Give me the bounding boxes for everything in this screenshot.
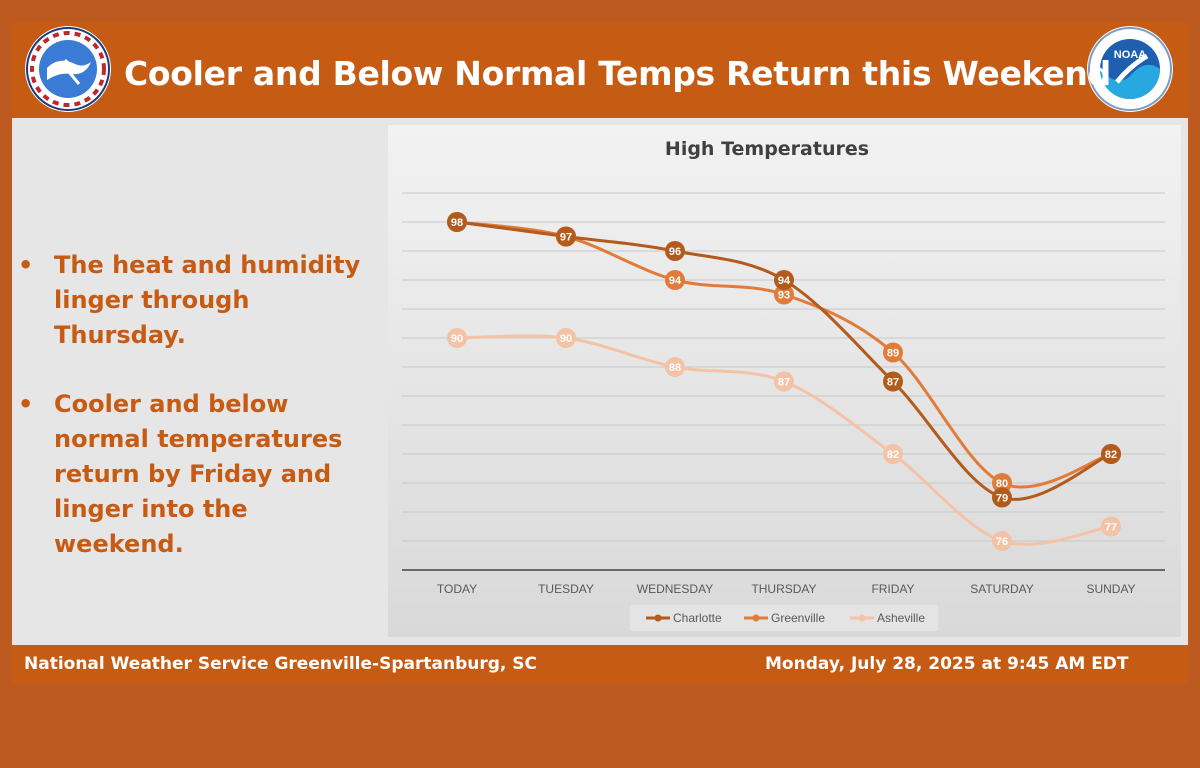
x-tick-label: WEDNESDAY bbox=[637, 582, 713, 596]
line-chart: TODAY TUESDAY WEDNESDAY THURSDAY FRIDAY SATUR… bbox=[402, 192, 1165, 631]
legend-box bbox=[630, 605, 938, 631]
data-point-asheville bbox=[665, 357, 685, 377]
data-label: 90 bbox=[560, 333, 572, 345]
data-point-charlotte bbox=[556, 226, 576, 247]
data-label: 87 bbox=[887, 377, 899, 389]
data-point-greenville bbox=[774, 284, 794, 305]
series-line-greenville bbox=[456, 220, 1112, 489]
x-tick-label: SUNDAY bbox=[1086, 582, 1135, 596]
data-label: 88 bbox=[669, 362, 681, 374]
data-label: 97 bbox=[560, 232, 572, 244]
data-point-charlotte bbox=[665, 241, 685, 261]
data-label: 82 bbox=[1105, 449, 1117, 461]
data-label: 94 bbox=[778, 275, 791, 287]
x-tick-label: TUESDAY bbox=[538, 582, 594, 596]
page-title: Cooler and Below Normal Temps Return thi… bbox=[124, 54, 1111, 93]
data-label: 98 bbox=[451, 217, 463, 229]
data-point-greenville bbox=[665, 270, 685, 290]
data-label: 77 bbox=[1105, 522, 1117, 534]
bullet-text: Cooler and below normal temperatures ret… bbox=[54, 390, 343, 558]
data-label: 93 bbox=[778, 290, 790, 302]
data-point-asheville bbox=[992, 531, 1012, 551]
legend-marker bbox=[752, 614, 760, 622]
data-point-asheville bbox=[883, 444, 903, 464]
legend-marker bbox=[858, 614, 866, 622]
footer-bar bbox=[12, 645, 1188, 683]
footer-office: National Weather Service Greenville-Spar… bbox=[24, 654, 537, 674]
legend-label: Greenville bbox=[771, 611, 825, 625]
noaa-logo-icon: NOAA bbox=[1087, 26, 1173, 112]
data-label: 79 bbox=[996, 493, 1008, 505]
data-label: 76 bbox=[996, 536, 1008, 548]
data-point-greenville bbox=[883, 342, 903, 363]
data-point-charlotte bbox=[774, 270, 794, 290]
data-label: 94 bbox=[669, 275, 682, 287]
data-label: 90 bbox=[451, 333, 463, 345]
chart-title: High Temperatures bbox=[664, 138, 870, 160]
x-tick-label: TODAY bbox=[437, 582, 477, 596]
data-point-charlotte bbox=[992, 487, 1012, 508]
data-label: 89 bbox=[887, 348, 899, 360]
x-tick-label: SATURDAY bbox=[970, 582, 1034, 596]
series-line-charlotte bbox=[456, 220, 1112, 501]
bullet-dot-icon: • bbox=[18, 390, 34, 418]
data-point-greenville bbox=[992, 473, 1012, 493]
x-tick-label: FRIDAY bbox=[871, 582, 914, 596]
data-label: 80 bbox=[996, 478, 1008, 490]
data-point-charlotte bbox=[1101, 444, 1121, 464]
data-point-asheville bbox=[556, 328, 576, 348]
data-point-charlotte bbox=[447, 212, 467, 232]
data-point-charlotte bbox=[883, 371, 903, 392]
bullet-text: The heat and humidity linger through Thu… bbox=[54, 251, 361, 349]
nws-logo-icon bbox=[25, 26, 111, 112]
bullet-dot-icon: • bbox=[18, 251, 34, 279]
legend-label: Asheville bbox=[877, 611, 925, 625]
bullet-list: • The heat and humidity linger through T… bbox=[18, 248, 378, 596]
data-label: 82 bbox=[887, 449, 899, 461]
data-point-asheville bbox=[774, 371, 794, 392]
data-point-asheville bbox=[447, 328, 467, 348]
bullet-item: • Cooler and below normal temperatures r… bbox=[18, 387, 378, 562]
footer-timestamp: Monday, July 28, 2025 at 9:45 AM EDT bbox=[765, 654, 1129, 674]
noaa-logo-text: NOAA bbox=[1114, 49, 1146, 61]
data-point-asheville bbox=[1101, 516, 1121, 537]
header-bar bbox=[12, 22, 1188, 118]
legend-marker bbox=[654, 614, 662, 622]
x-tick-label: THURSDAY bbox=[751, 582, 816, 596]
bullet-item: • The heat and humidity linger through T… bbox=[18, 248, 378, 353]
data-label: 96 bbox=[669, 246, 681, 258]
legend-label: Charlotte bbox=[673, 611, 722, 625]
data-label: 87 bbox=[778, 377, 790, 389]
